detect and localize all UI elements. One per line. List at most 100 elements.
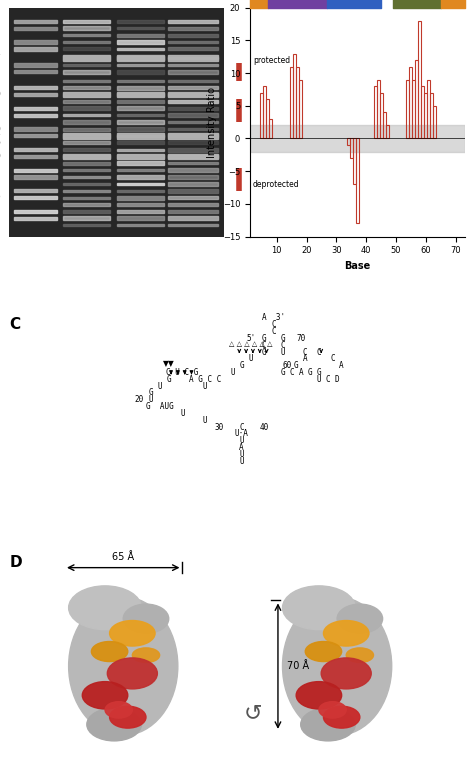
Bar (433, 106, 436, 138)
Bar (14, 86, 57, 89)
Bar (269, 119, 272, 138)
Ellipse shape (105, 702, 132, 718)
Text: C: C (326, 375, 330, 384)
Text: A: A (450, 0, 456, 6)
Bar (117, 86, 164, 89)
Text: 22: 22 (0, 186, 1, 196)
Text: C: C (271, 327, 276, 336)
Bar (374, 86, 376, 138)
Bar (63, 41, 110, 43)
Bar (117, 134, 164, 137)
Bar (168, 121, 218, 123)
Text: B: B (203, 0, 214, 2)
Bar (63, 134, 110, 137)
Text: 57: 57 (0, 54, 1, 63)
Text: U: U (148, 395, 153, 404)
Bar (14, 175, 57, 178)
Bar (168, 107, 218, 109)
Text: C: C (239, 423, 244, 431)
Bar (117, 224, 164, 226)
Bar (168, 127, 218, 130)
Bar (117, 141, 164, 144)
Bar (299, 80, 302, 138)
Bar (168, 33, 218, 36)
Bar (63, 64, 110, 66)
Text: A: A (256, 0, 262, 6)
Bar (63, 217, 110, 220)
Bar (168, 217, 218, 220)
Text: C U C G: C U C G (166, 368, 199, 377)
Bar (419, 21, 421, 138)
Bar (168, 20, 218, 23)
Ellipse shape (301, 708, 356, 741)
Text: U: U (203, 416, 208, 424)
Bar (63, 70, 110, 74)
Text: 65 Å: 65 Å (112, 553, 134, 562)
Bar (63, 19, 110, 23)
Text: A  3': A 3' (262, 314, 285, 323)
Bar (117, 92, 164, 98)
Text: △ △ △ △ △ △: △ △ △ △ △ △ (229, 341, 273, 348)
Bar (63, 56, 110, 60)
Bar (168, 175, 218, 178)
Bar (117, 190, 164, 192)
Bar (14, 155, 57, 158)
Text: U: U (203, 382, 208, 390)
Ellipse shape (283, 586, 356, 629)
Bar (406, 80, 410, 138)
Bar (63, 86, 110, 89)
Text: C: C (262, 341, 266, 350)
Bar (14, 134, 57, 137)
Ellipse shape (296, 681, 342, 709)
Text: D: D (9, 555, 22, 570)
Text: C: C (9, 317, 20, 332)
Bar (63, 133, 110, 139)
Bar (117, 40, 164, 44)
Bar (293, 54, 296, 138)
Bar (427, 80, 430, 138)
Bar (168, 55, 218, 61)
Bar (117, 100, 164, 102)
Ellipse shape (87, 708, 141, 741)
Text: 20: 20 (135, 395, 144, 404)
Bar (168, 70, 218, 74)
Bar (421, 86, 424, 138)
Bar (168, 223, 218, 227)
Bar (14, 189, 57, 192)
Text: 25: 25 (0, 175, 1, 184)
Bar (356, 138, 359, 223)
Bar (63, 154, 110, 159)
Text: 37: 37 (0, 133, 1, 143)
Bar (350, 138, 353, 158)
Bar (380, 93, 383, 138)
Text: A: A (299, 368, 303, 377)
Bar (117, 155, 164, 158)
Bar (263, 86, 266, 138)
Text: G: G (166, 375, 171, 384)
Bar (168, 80, 218, 82)
Ellipse shape (123, 604, 169, 633)
Text: 30: 30 (214, 423, 223, 431)
Text: G: G (239, 361, 244, 370)
Text: C: C (330, 355, 335, 363)
Bar (14, 47, 57, 50)
Bar (117, 133, 164, 139)
Bar (410, 67, 412, 138)
Text: G: G (308, 368, 312, 377)
Bar (168, 147, 218, 151)
Bar (168, 154, 218, 159)
Bar (14, 40, 57, 43)
Text: G: G (148, 389, 153, 397)
Bar (168, 86, 218, 89)
Bar (63, 196, 110, 199)
Bar (117, 34, 164, 36)
Text: U: U (239, 457, 244, 466)
Bar (353, 138, 356, 184)
Bar (63, 92, 110, 98)
Bar (63, 114, 110, 116)
Bar (383, 113, 385, 138)
Bar (63, 47, 110, 50)
Bar (63, 169, 110, 171)
Ellipse shape (107, 658, 157, 689)
Text: U: U (248, 355, 253, 363)
